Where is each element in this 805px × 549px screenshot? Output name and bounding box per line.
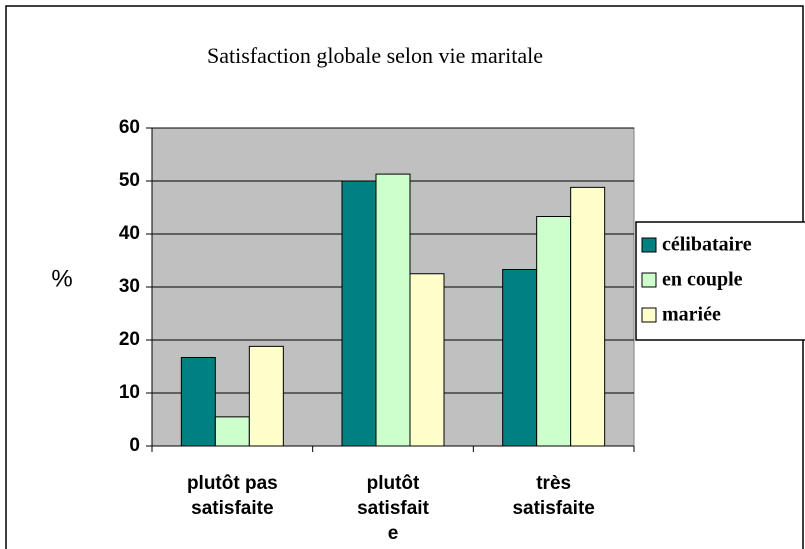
y-tick-label: 50 [119,170,140,191]
x-tick-label: plutôt satisfait e [357,473,429,544]
legend-swatch [641,272,657,288]
x-tick-label-line: plutôt [367,473,420,494]
y-axis-label: % [51,265,72,292]
legend-label: en couple [662,269,743,291]
bar [214,416,250,447]
y-tick-label: 0 [129,435,140,456]
x-tick-label: plutôt pas satisfaite [187,473,278,519]
bar [502,269,538,447]
chart-title: Satisfaction globale selon vie maritale [207,43,543,68]
x-tick-label-line: très [536,473,571,494]
x-tick-label-line: satisfaite [512,498,594,519]
x-tick-label-line: e [388,523,399,544]
y-tick-label: 10 [119,382,140,403]
legend-swatch [641,237,657,253]
bar [409,273,445,447]
x-tick-label-line: satisfaite [191,498,273,519]
legend-label: mariée [662,304,721,326]
bar [341,180,377,447]
legend-label: célibataire [662,234,752,256]
bar [180,356,216,447]
y-tick-label: 30 [119,276,140,297]
y-tick-label: 60 [119,117,140,138]
x-tick-label: très satisfaite [512,473,594,519]
x-tick-label-line: satisfait [357,498,429,519]
y-tick-label: 20 [119,329,140,350]
bar [248,345,284,447]
bar [570,186,606,447]
bar [375,173,411,447]
bar [536,216,572,447]
legend-box [635,221,805,341]
y-tick-label: 40 [119,223,140,244]
x-tick-label-line: plutôt pas [187,473,278,494]
legend-swatch [641,307,657,323]
